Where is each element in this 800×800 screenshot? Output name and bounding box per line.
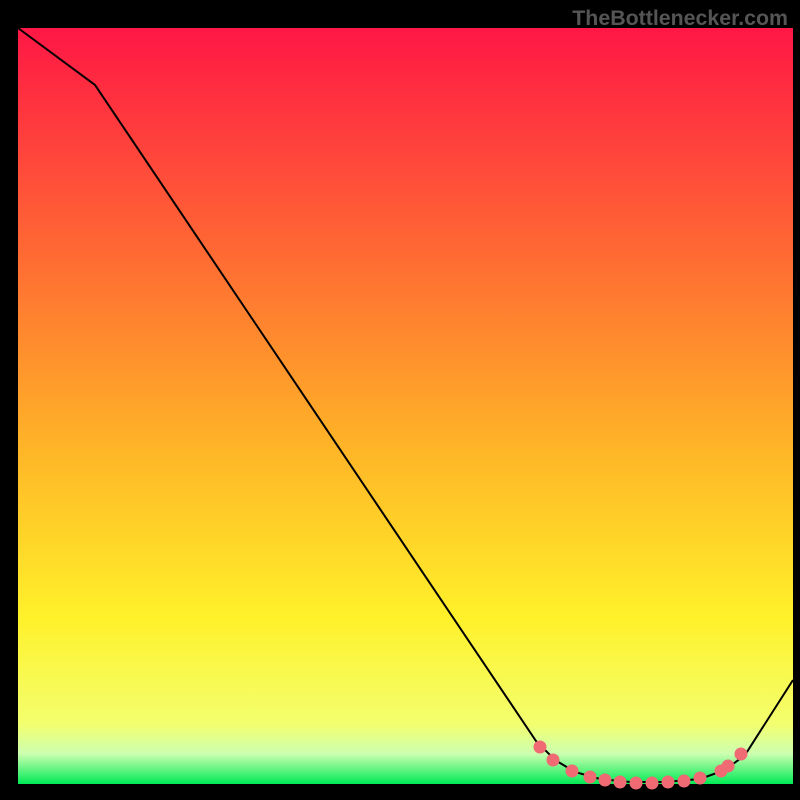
plot-gradient-background: [18, 28, 793, 784]
chart-container: TheBottlenecker.com: [0, 0, 800, 800]
watermark-text: TheBottlenecker.com: [572, 6, 788, 31]
